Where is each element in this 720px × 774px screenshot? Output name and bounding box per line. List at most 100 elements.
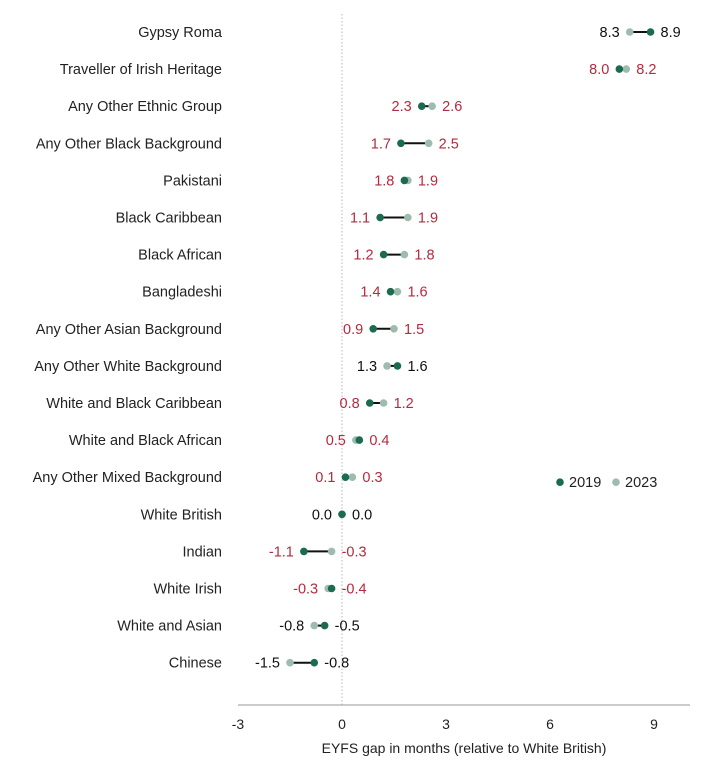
point-2019 [417,102,426,110]
value-label-left: -0.3 [293,582,318,598]
point-2019 [338,510,346,519]
x-tick-label: 0 [338,716,346,732]
row-white-and-black-african: White and Black African 0.5 0.4 [69,433,390,449]
point-2023 [327,547,336,556]
point-2019 [393,362,402,370]
legend-marker-2023 [612,478,620,487]
value-label-left: 2.3 [392,99,412,115]
category-label: Any Other Mixed Background [33,470,222,486]
value-label-right: 2.6 [442,99,462,115]
row-white-and-asian: White and Asian -0.8 -0.5 [117,619,359,635]
point-2019 [646,28,655,36]
value-label-right: 1.9 [418,211,438,227]
row-black-african: Black African 1.2 1.8 [138,248,434,264]
x-tick-label: -3 [232,716,245,732]
point-2023 [400,250,409,259]
value-label-right: 2.5 [439,136,459,152]
value-label-left: 8.0 [589,62,609,78]
value-label-right: 8.2 [636,62,656,78]
value-label-right: 0.0 [352,507,372,523]
point-2019 [327,584,336,593]
legend-marker-2019 [556,478,564,487]
point-2019 [379,250,388,259]
point-2023 [348,473,357,482]
value-label-right: -0.8 [324,656,349,672]
value-label-left: -1.5 [255,656,280,672]
point-2023 [390,325,398,333]
row-indian: Indian -1.1 -0.3 [182,544,366,560]
value-label-right: 1.6 [407,359,427,375]
point-2019 [386,287,395,296]
value-label-right: 1.8 [414,248,434,264]
row-any-other-black-background: Any Other Black Background 1.7 2.5 [36,136,459,152]
value-label-right: 0.4 [369,433,389,449]
legend-label-2023: 2023 [625,475,657,491]
x-tick-label: 3 [442,716,450,732]
value-label-right: -0.3 [342,544,367,560]
row-any-other-ethnic-group: Any Other Ethnic Group 2.3 2.6 [68,99,462,115]
row-black-caribbean: Black Caribbean 1.1 1.9 [116,211,438,227]
point-2019 [397,139,405,148]
category-label: Any Other Ethnic Group [68,99,222,115]
value-label-left: 0.8 [340,396,360,412]
x-tick-label: 9 [650,716,658,732]
category-label: White Irish [154,582,223,598]
point-2019 [310,658,319,667]
value-label-left: 1.7 [371,136,391,152]
point-2019 [355,436,364,444]
row-white-and-black-caribbean: White and Black Caribbean 0.8 1.2 [46,396,413,412]
value-label-right: 1.9 [418,173,438,189]
point-2023 [424,139,433,148]
category-label: White and Black African [69,433,222,449]
category-label: Any Other Black Background [36,136,222,152]
legend: 2019 2023 [556,475,657,491]
point-2023 [428,102,436,110]
category-label: Bangladeshi [142,285,222,301]
value-label-left: 1.1 [350,211,370,227]
category-label: Traveller of Irish Heritage [60,62,222,78]
row-traveller-of-irish-heritage: Traveller of Irish Heritage 8.0 8.2 [60,62,657,78]
row-chinese: Chinese -1.5 -0.8 [169,656,349,672]
point-2023 [625,28,634,36]
row-white-british: White British 0.0 0.0 [141,507,373,523]
value-label-left: -0.8 [279,619,304,635]
category-label: White British [141,507,222,523]
value-label-right: 8.9 [661,25,681,41]
value-label-right: 1.5 [404,322,424,338]
value-label-left: 0.0 [312,507,332,523]
category-label: Black African [138,248,222,264]
value-label-left: 1.2 [353,248,373,264]
value-label-right: 1.2 [394,396,414,412]
point-2023 [286,658,294,667]
category-label: White and Asian [117,619,222,635]
point-2023 [404,213,412,222]
point-2023 [310,621,319,630]
value-label-left: 1.3 [357,359,377,375]
category-label: Indian [182,544,222,560]
category-label: Gypsy Roma [138,25,223,41]
point-2023 [622,65,631,73]
row-gypsy-roma: Gypsy Roma 8.3 8.9 [138,25,681,41]
value-label-right: 0.3 [362,470,382,486]
x-tick-label: 6 [546,716,554,732]
value-label-left: -1.1 [269,544,294,560]
value-label-right: 1.6 [407,285,427,301]
category-label: Black Caribbean [116,211,222,227]
category-label: Any Other White Background [34,359,222,375]
point-2023 [383,362,391,370]
x-axis-title: EYFS gap in months (relative to White Br… [322,740,607,756]
value-label-left: 0.1 [315,470,335,486]
value-label-left: 1.8 [374,173,394,189]
row-pakistani: Pakistani 1.8 1.9 [163,173,438,189]
row-any-other-asian-background: Any Other Asian Background 0.9 1.5 [36,322,424,338]
value-label-left: 0.9 [343,322,363,338]
category-label: Pakistani [163,173,222,189]
point-2019 [376,213,384,222]
point-2019 [615,65,624,73]
value-label-right: -0.4 [342,582,367,598]
chart-rows: Gypsy Roma 8.3 8.9 Traveller of Irish Herit… [33,25,681,672]
point-2019 [365,399,374,407]
category-label: Chinese [169,656,222,672]
